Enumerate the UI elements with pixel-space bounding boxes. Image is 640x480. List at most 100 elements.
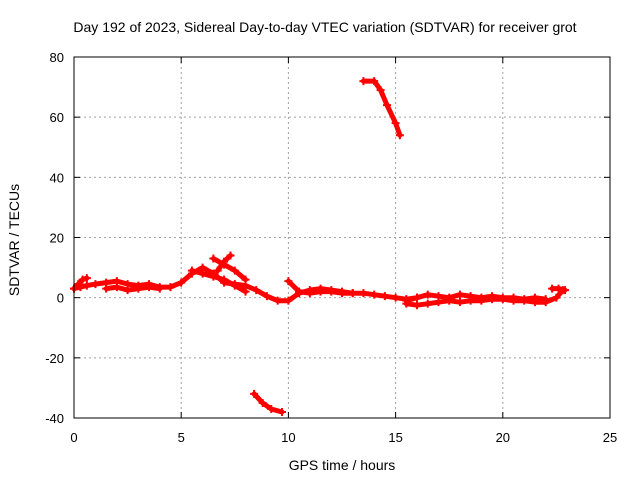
data-point [220,257,229,266]
data-point [166,283,175,292]
data-point [198,269,207,278]
data-point [520,296,529,305]
series-arc-9 [402,286,567,310]
data-point [82,274,91,283]
data-point [509,296,518,305]
data-point [376,86,385,95]
data-point [316,287,325,296]
series-layer [70,77,569,416]
y-tick-label: 20 [50,231,64,246]
data-point [530,298,539,307]
y-tick-label: 60 [50,110,64,125]
data-point [230,266,239,275]
data-point [112,283,121,292]
data-point [213,266,222,275]
data-point [220,275,229,284]
data-point [348,289,357,298]
series-line [403,287,566,308]
data-point [241,275,250,284]
data-point [434,298,443,307]
series-arc-3 [102,283,164,295]
series-line [71,265,420,304]
data-point [383,101,392,110]
data-point [554,284,563,293]
data-point [413,301,422,310]
data-point [230,281,239,290]
x-tick-label: 15 [388,430,402,445]
data-point [262,292,271,301]
data-point [284,296,293,305]
data-point [423,290,432,299]
series-line [210,256,248,283]
data-point [252,286,261,295]
y-tick-label: -40 [45,411,64,426]
data-point [123,286,132,295]
x-axis-label: GPS time / hours [289,457,396,473]
data-point [258,398,267,407]
series-arc-10 [548,284,569,295]
series-arc-12 [250,389,286,416]
data-point [466,296,475,305]
data-point [241,287,250,296]
data-point [395,131,404,140]
data-point [391,293,400,302]
data-point [380,292,389,301]
data-point [82,281,91,290]
data-point [209,272,218,281]
y-tick-label: 40 [50,170,64,185]
data-point [370,77,379,86]
x-tick-label: 5 [178,430,185,445]
data-point [177,278,186,287]
data-point [155,284,164,293]
data-point [273,296,282,305]
data-point [391,119,400,128]
y-tick-label: 0 [57,291,64,306]
data-point [78,275,87,284]
data-point [145,283,154,292]
series-arc-5 [209,254,250,284]
series-arc-7 [284,277,357,298]
data-point [423,299,432,308]
x-tick-label: 10 [281,430,295,445]
x-tick-label: 25 [603,430,617,445]
data-point [541,298,550,307]
grid [74,57,610,418]
data-point [370,290,379,299]
data-point [284,277,293,286]
data-point [267,404,276,413]
data-point [402,299,411,308]
data-point [327,287,336,296]
data-point [277,407,286,416]
tick-labels: 0 5 10 15 20 25 -40 -20 0 20 40 60 80 [45,50,617,445]
data-point [91,280,100,289]
x-tick-label: 20 [496,430,510,445]
data-point [498,295,507,304]
data-point [295,287,304,296]
data-point [455,290,464,299]
ticks [73,56,611,419]
data-point [359,289,368,298]
data-point [413,293,422,302]
data-point [187,266,196,275]
series-arc-4 [187,266,250,296]
data-point [209,254,218,263]
data-point [102,284,111,293]
y-tick-label: -20 [45,351,64,366]
data-point [250,389,259,398]
data-point [560,286,569,295]
y-axis-label: SDTVAR / TECUs [6,184,22,296]
data-point [445,296,454,305]
data-point [359,77,368,86]
data-point [305,289,314,298]
series-arc-1 [70,263,422,305]
data-point [477,296,486,305]
data-point [552,293,561,302]
series-arc-6 [213,251,235,275]
series-arc-11 [359,77,404,140]
data-point [455,298,464,307]
data-point [226,251,235,260]
x-tick-label: 0 [70,430,77,445]
data-point [134,284,143,293]
chart-title: Day 192 of 2023, Sidereal Day-to-day VTE… [73,19,576,35]
